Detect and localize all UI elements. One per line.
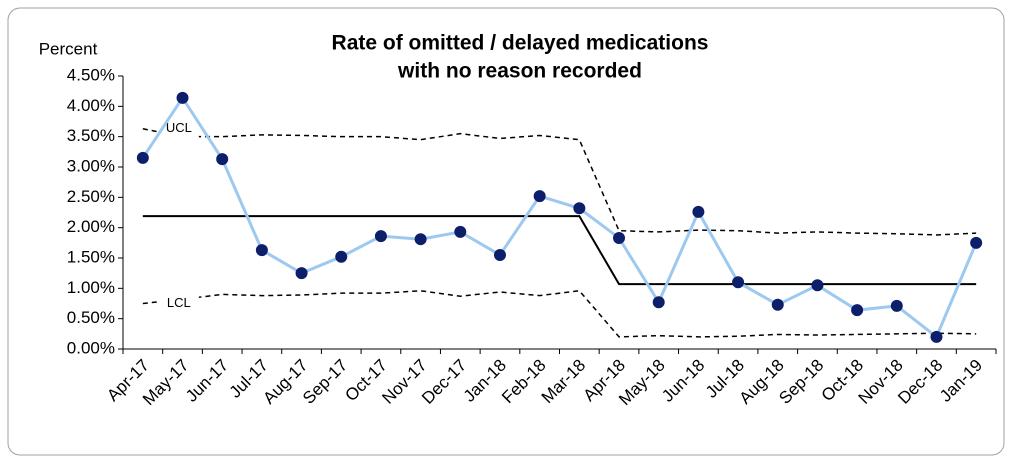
data-point (930, 330, 943, 343)
y-tick-label: 2.00% (67, 217, 115, 236)
chart-title: Rate of omitted / delayed medications (332, 32, 709, 55)
series-label: UCL (166, 120, 192, 135)
y-tick-label: 1.00% (67, 278, 115, 297)
data-point (414, 233, 427, 246)
data-point (890, 299, 903, 312)
mean-line (142, 215, 977, 286)
y-tick-label: 4.50% (67, 65, 115, 84)
data-point (573, 202, 586, 215)
series-label-bg (158, 293, 199, 314)
series-label: LCL (167, 295, 191, 310)
y-tick-label: 4.00% (67, 96, 115, 115)
control-limit-line (142, 128, 977, 236)
y-tick-label: 0.00% (67, 338, 115, 357)
y-tick-label: 1.50% (67, 247, 115, 266)
data-point (970, 236, 983, 249)
chart-title: with no reason recorded (397, 60, 642, 83)
data-point (771, 298, 784, 311)
data-point (176, 91, 189, 104)
data-point (374, 230, 387, 243)
y-tick-label: 0.50% (67, 308, 115, 327)
chart-frame (7, 7, 1005, 456)
data-point (811, 279, 824, 292)
data-point (533, 190, 546, 203)
data-point (216, 153, 229, 166)
series-label-bg (158, 118, 199, 139)
data-point (851, 304, 864, 317)
data-point (136, 151, 149, 164)
data-point (454, 225, 467, 238)
control-limit-line (142, 289, 977, 338)
data-point (493, 248, 506, 261)
y-tick-label: 3.00% (67, 156, 115, 175)
data-line (141, 95, 978, 340)
y-tick-label: 3.50% (67, 126, 115, 145)
data-point (652, 296, 665, 309)
data-point (335, 250, 348, 263)
data-point (732, 276, 745, 289)
y-tick-label: 2.50% (67, 187, 115, 206)
y-axis-label: Percent (39, 39, 98, 58)
data-point (692, 205, 705, 218)
data-point (255, 244, 268, 257)
data-point (613, 231, 626, 244)
data-point (295, 267, 308, 280)
